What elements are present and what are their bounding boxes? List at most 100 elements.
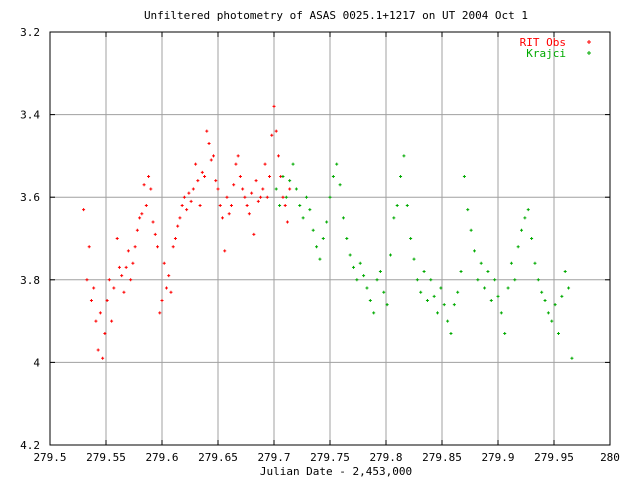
data-point	[171, 245, 175, 249]
data-point	[412, 257, 416, 261]
data-point	[446, 319, 450, 323]
x-tick-label: 279.65	[198, 451, 238, 464]
data-point	[496, 294, 500, 298]
data-point	[439, 286, 443, 290]
data-point	[469, 228, 473, 232]
data-point	[117, 265, 121, 269]
y-tick-marks	[50, 31, 610, 446]
data-point	[288, 179, 292, 183]
data-point	[229, 203, 233, 207]
data-point	[335, 162, 339, 166]
data-point	[259, 195, 263, 199]
data-point	[405, 203, 409, 207]
data-point	[187, 191, 191, 195]
y-tick-label: 4	[33, 356, 40, 369]
data-point	[158, 311, 162, 315]
data-point	[182, 195, 186, 199]
data-point	[101, 356, 105, 360]
data-point	[178, 216, 182, 220]
legend-marker	[587, 40, 591, 44]
data-point	[368, 298, 372, 302]
data-point	[546, 311, 550, 315]
x-tick-label: 279.7	[257, 451, 290, 464]
data-point	[419, 290, 423, 294]
data-point	[550, 319, 554, 323]
data-point	[318, 257, 322, 261]
data-point	[392, 216, 396, 220]
data-point	[135, 228, 139, 232]
data-point	[553, 303, 557, 307]
data-point	[288, 187, 292, 191]
data-point	[169, 290, 173, 294]
data-point	[466, 208, 470, 212]
data-point	[236, 154, 240, 158]
data-point	[499, 311, 503, 315]
data-point	[234, 162, 238, 166]
data-point	[362, 274, 366, 278]
data-point	[311, 228, 315, 232]
data-point	[429, 278, 433, 282]
data-point	[476, 278, 480, 282]
data-point	[254, 179, 258, 183]
data-point	[252, 232, 256, 236]
data-point	[162, 261, 166, 265]
data-point	[268, 175, 272, 179]
x-tick-labels: 279.5 279.55 279.6 279.65 279.7 279.75 279.8 27…	[33, 451, 620, 464]
data-point	[493, 278, 497, 282]
data-point	[212, 154, 216, 158]
data-point	[265, 195, 269, 199]
data-point	[243, 195, 247, 199]
data-point	[365, 286, 369, 290]
data-point	[278, 203, 282, 207]
data-point	[96, 348, 100, 352]
data-point	[140, 212, 144, 216]
data-point	[415, 278, 419, 282]
data-point	[560, 294, 564, 298]
data-point	[486, 270, 490, 274]
data-point	[395, 203, 399, 207]
data-point	[203, 175, 207, 179]
data-point	[456, 290, 460, 294]
data-point	[151, 220, 155, 224]
data-point	[250, 191, 254, 195]
data-point	[164, 286, 168, 290]
data-point	[216, 187, 220, 191]
data-point	[218, 203, 222, 207]
data-point	[191, 187, 195, 191]
data-point	[284, 195, 288, 199]
data-point	[543, 298, 547, 302]
data-point	[479, 261, 483, 265]
data-point	[129, 278, 133, 282]
data-point	[503, 331, 507, 335]
chart-title: Unfiltered photometry of ASAS 0025.1+121…	[144, 9, 528, 22]
data-point	[422, 270, 426, 274]
y-tick-label: 3.6	[20, 191, 40, 204]
data-point	[345, 237, 349, 240]
data-point	[536, 278, 540, 282]
data-point	[308, 208, 312, 212]
data-point	[506, 286, 510, 290]
data-point	[232, 183, 236, 187]
data-point	[272, 104, 276, 108]
legend-label: RIT Obs	[520, 36, 566, 49]
data-point	[530, 237, 534, 240]
data-points	[82, 104, 574, 360]
data-point	[126, 249, 130, 253]
x-tick-marks	[49, 32, 611, 445]
data-point	[341, 216, 345, 220]
data-point	[533, 261, 537, 265]
data-point	[570, 356, 574, 360]
data-point	[283, 203, 287, 207]
data-point	[556, 331, 560, 335]
data-point	[348, 253, 352, 257]
data-point	[331, 175, 335, 179]
data-point	[294, 187, 298, 191]
data-point	[115, 237, 119, 240]
data-point	[489, 298, 493, 302]
data-point	[355, 278, 359, 282]
x-tick-label: 279.55	[86, 451, 126, 464]
data-point	[298, 203, 302, 207]
data-point	[436, 311, 440, 315]
data-point	[563, 270, 567, 274]
